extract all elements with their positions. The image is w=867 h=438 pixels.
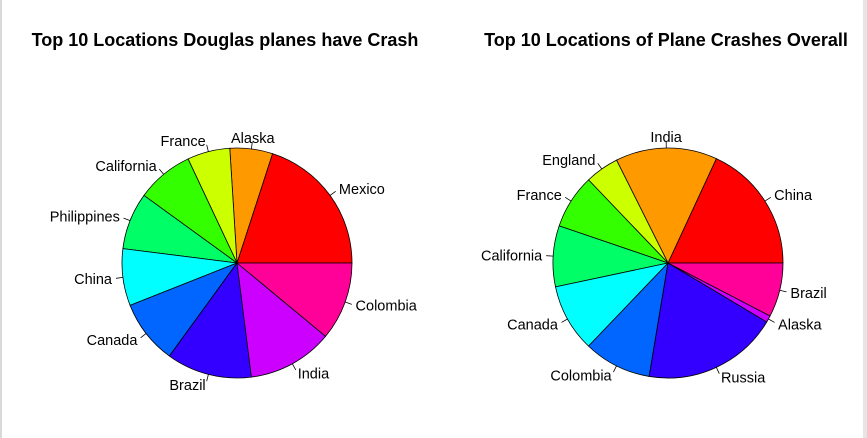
- pie-slice-douglas-mexico: [236, 153, 353, 264]
- window-frame-left: [0, 0, 2, 438]
- leader-line-douglas-philippines: [123, 217, 131, 222]
- leader-line-douglas-china: [115, 277, 123, 279]
- leader-line-overall-canada: [561, 318, 568, 323]
- leader-line-douglas-canada: [140, 333, 147, 339]
- pie-slice-overall-russia: [648, 262, 768, 379]
- slice-label-overall-china: China: [774, 188, 813, 204]
- slice-label-overall-brazil: Brazil: [790, 286, 826, 302]
- pie-slice-douglas-brazil: [168, 261, 252, 379]
- pie-slice-overall-brazil: [667, 262, 784, 317]
- leader-line-douglas-india: [292, 363, 297, 371]
- slice-label-douglas-alaska: Alaska: [231, 131, 275, 147]
- leader-line-overall-france: [564, 196, 572, 202]
- slice-label-douglas-california: California: [95, 159, 157, 175]
- leader-line-douglas-mexico: [329, 190, 336, 196]
- leader-line-overall-alaska: [768, 318, 775, 323]
- chart-title-douglas: Top 10 Locations Douglas planes have Cra…: [32, 30, 419, 50]
- slice-label-douglas-mexico: Mexico: [339, 182, 385, 198]
- slice-label-overall-france: France: [517, 188, 562, 204]
- leader-line-douglas-france: [206, 144, 209, 152]
- pie-overall: China India England France California Canada C…: [481, 130, 827, 386]
- slice-label-douglas-india: India: [298, 366, 330, 382]
- leader-line-overall-brazil: [779, 289, 787, 293]
- chart-title-overall: Top 10 Locations of Plane Crashes Overal…: [484, 30, 848, 50]
- leader-line-douglas-colombia: [345, 301, 352, 305]
- pie-slice-overall-india: [616, 147, 717, 264]
- leader-line-overall-russia: [715, 367, 720, 374]
- slice-label-overall-india: India: [650, 130, 682, 146]
- pie-slice-douglas-india: [236, 262, 327, 378]
- slice-label-douglas-canada: Canada: [87, 333, 139, 349]
- slice-label-overall-california: California: [481, 248, 543, 264]
- leader-line-overall-colombia: [613, 365, 617, 373]
- pie-slice-overall-china: [667, 158, 784, 264]
- slice-label-douglas-france: France: [161, 134, 206, 150]
- slice-label-douglas-colombia: Colombia: [356, 299, 418, 315]
- slice-label-overall-russia: Russia: [721, 370, 766, 386]
- leader-line-overall-england: [597, 163, 603, 170]
- leader-line-douglas-brazil: [206, 374, 209, 382]
- slice-label-overall-alaska: Alaska: [778, 317, 822, 333]
- slice-label-douglas-brazil: Brazil: [169, 378, 205, 394]
- slice-label-overall-colombia: Colombia: [550, 369, 612, 385]
- slice-label-douglas-china: China: [74, 272, 113, 288]
- pie-slice-douglas-colombia: [235, 262, 353, 337]
- window-frame-right: [863, 0, 867, 438]
- slice-label-douglas-philippines: Philippines: [50, 210, 120, 226]
- leader-line-douglas-alaska: [251, 141, 253, 149]
- leader-line-douglas-california: [158, 168, 165, 175]
- leader-line-overall-china: [764, 196, 772, 202]
- slice-label-overall-canada: Canada: [507, 317, 559, 333]
- slice-label-overall-england: England: [542, 153, 595, 169]
